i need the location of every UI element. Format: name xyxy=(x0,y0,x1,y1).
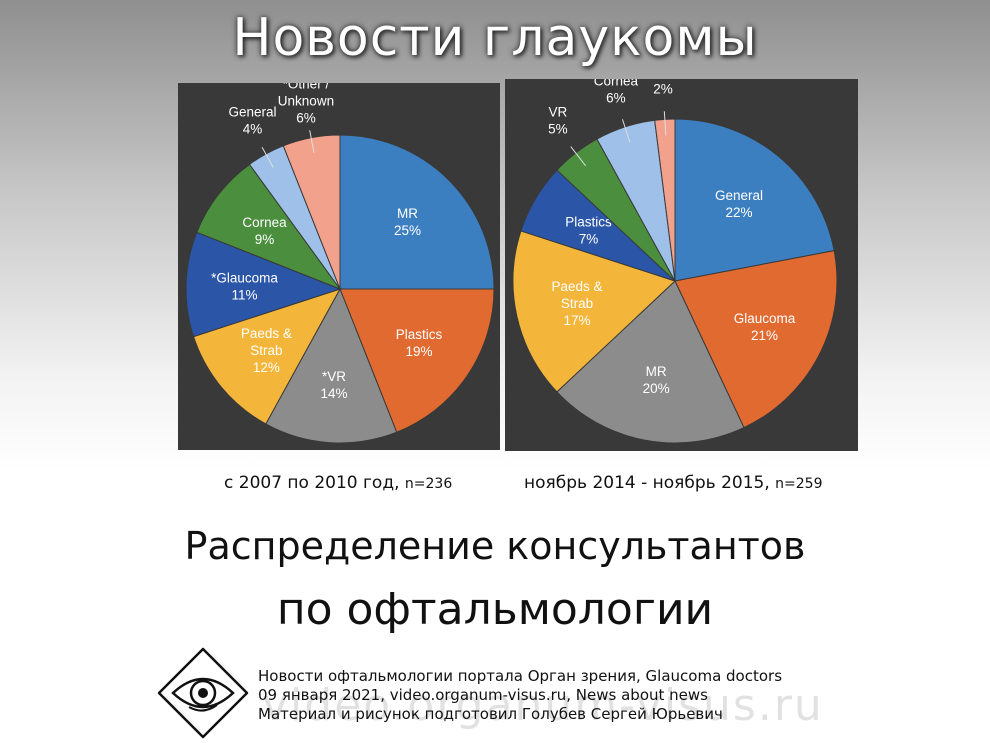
slice-label: General 22% xyxy=(715,188,763,220)
footer-line-1: Новости офтальмологии портала Орган зрен… xyxy=(258,667,783,685)
footer-line-2: 09 января 2021, video.organum-visus.ru, … xyxy=(258,686,708,704)
chart-caption-2014-2015: ноябрь 2014 - ноябрь 2015, n=259 xyxy=(524,473,823,493)
leader-line xyxy=(663,111,667,136)
slice-label-line: 9% xyxy=(255,232,275,247)
watermark: video.organum-visus.ru xyxy=(262,680,824,731)
slice-label-line: Unknown xyxy=(278,93,334,108)
pie-slice xyxy=(192,288,342,425)
caption-sample-size: n=236 xyxy=(404,476,453,492)
pie-slice xyxy=(265,287,398,444)
slice-label-line: 6% xyxy=(606,91,626,106)
eye-logo-icon xyxy=(157,647,249,739)
slice-label-line: 11% xyxy=(232,288,258,303)
slice-label: *Glaucoma 11% xyxy=(211,271,278,303)
pie-slice xyxy=(674,250,838,429)
slice-label-line: 19% xyxy=(405,344,432,359)
caption-period: с 2007 по 2010 год, xyxy=(224,473,400,493)
leader-line xyxy=(261,147,274,168)
slice-label-line: 2% xyxy=(653,82,673,97)
page-title: Новости глаукомы xyxy=(232,8,758,68)
slice-label-line: VR xyxy=(548,104,567,119)
pie-chart-2007-2010: MR 25% Plastics 19% *VR 14% Paeds & Strab 12% *Gl… xyxy=(178,83,500,450)
caption-sample-size: n=259 xyxy=(775,476,823,492)
slice-label-line: Strab xyxy=(561,296,593,311)
slice-label-line: Cornea xyxy=(594,79,639,89)
leader-line xyxy=(621,119,631,143)
footer-line-3: Материал и рисунок подготовил Голубев Се… xyxy=(258,705,723,723)
slice-label-line: 12% xyxy=(253,360,280,375)
pie-slice xyxy=(339,134,495,290)
slice-label-line: Glaucoma xyxy=(734,311,796,326)
slice-label-line: Other xyxy=(646,79,680,80)
slice-label-line: 6% xyxy=(296,110,316,125)
pie-slice xyxy=(556,280,745,444)
slice-label: Paeds & Strab 12% xyxy=(241,326,292,375)
slice-label-line: Plastics xyxy=(396,327,443,342)
slice-label-line: *Other / xyxy=(283,83,330,91)
pie-chart-2014-2015: General 22% Glaucoma 21% MR 20% Paeds & Strab 17… xyxy=(505,79,858,451)
slice-label-line: Plastics xyxy=(565,214,612,229)
slice-label: Plastics 7% xyxy=(565,214,612,246)
slice-label-line: General xyxy=(228,104,276,119)
slice-label-line: 17% xyxy=(563,313,590,328)
slice-label: Plastics 19% xyxy=(396,327,443,359)
slice-label: VR 5% xyxy=(548,104,568,136)
slice-label-line: 20% xyxy=(643,381,670,396)
slice-label-line: MR xyxy=(397,206,418,221)
slice-label-line: 22% xyxy=(726,205,753,220)
pie-slice xyxy=(196,163,342,291)
slice-label-line: 21% xyxy=(751,328,778,343)
slice-label-line: Cornea xyxy=(242,215,287,230)
slice-label-line: Strab xyxy=(250,343,282,358)
caption-period: ноябрь 2014 - ноябрь 2015, xyxy=(524,473,770,493)
chart-caption-2007-2010: с 2007 по 2010 год, n=236 xyxy=(224,473,452,493)
slice-label-line: 4% xyxy=(243,121,263,136)
slice-label-line: *VR xyxy=(322,369,346,384)
slice-label-line: General xyxy=(715,188,763,203)
slice-label: MR 20% xyxy=(643,364,670,396)
pie-slice xyxy=(185,231,342,338)
subtitle-line-1: Распределение консультантов xyxy=(184,524,806,568)
pie-slice xyxy=(512,230,676,393)
footer: Новости офтальмологии портала Орган зрен… xyxy=(258,667,782,724)
slice-label: General 4% xyxy=(228,104,276,136)
slice-label: *VR 14% xyxy=(320,369,347,401)
slice-label-line: Paeds & xyxy=(551,279,602,294)
slice-label-line: 5% xyxy=(548,121,568,136)
pie-slice xyxy=(339,288,495,433)
slice-label: MR 25% xyxy=(394,206,421,238)
pie-chart-2014-2015-svg: General 22% Glaucoma 21% MR 20% Paeds & Strab 17… xyxy=(512,79,838,444)
slice-label-line: MR xyxy=(646,364,667,379)
slice-label: Other 2% xyxy=(646,79,680,97)
slice-label: Paeds & Strab 17% xyxy=(551,279,602,328)
slice-label-line: 7% xyxy=(579,231,599,246)
slice-label: *Other / Unknown 6% xyxy=(278,83,334,125)
slice-label-line: 14% xyxy=(320,386,347,401)
slice-label-line: 25% xyxy=(394,223,421,238)
slice-label: Cornea 6% xyxy=(594,79,639,106)
subtitle-line-2: по офтальмологии xyxy=(276,584,714,635)
slice-label-line: Paeds & xyxy=(241,326,292,341)
pie-slice xyxy=(674,118,835,282)
slice-label: Glaucoma 21% xyxy=(734,311,796,343)
pie-chart-2007-2010-svg: MR 25% Plastics 19% *VR 14% Paeds & Strab 12% *Gl… xyxy=(185,83,495,444)
slice-label: Cornea 9% xyxy=(242,215,287,247)
slice-label-line: *Glaucoma xyxy=(211,271,278,286)
leader-line xyxy=(309,130,315,153)
leader-line xyxy=(570,146,587,167)
